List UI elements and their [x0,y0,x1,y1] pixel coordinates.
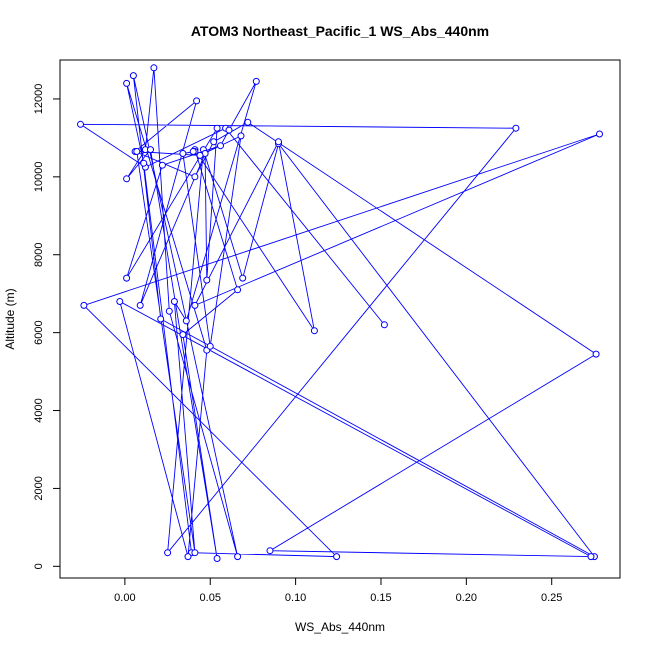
data-point [252,77,260,85]
data-point [210,138,218,146]
data-point [244,118,252,126]
data-point [196,151,204,159]
y-tick-label: 10000 [33,162,45,193]
data-point [213,555,221,562]
data-point [136,301,144,309]
data-point [77,120,84,128]
x-axis-label: WS_Abs_440nm [295,620,385,634]
x-tick-label: 0.20 [456,592,477,604]
data-point [165,307,173,315]
data-point [179,150,187,157]
x-tick-label: 0.00 [114,592,135,604]
data-point [123,175,131,183]
data-point [133,148,141,155]
data-point [157,315,165,323]
data-point [140,159,148,167]
data-point [189,148,197,155]
data-point [179,331,187,339]
data-point [170,298,178,305]
data-point [310,327,318,335]
x-tick-label: 0.10 [285,592,306,604]
data-point [191,301,199,309]
data-point [237,132,245,140]
data-point [592,350,600,358]
data-point [123,79,131,87]
data-point [275,138,282,146]
data-point [123,274,131,282]
data-point [129,72,137,80]
data-point [147,146,154,154]
data-point [234,286,242,294]
data-point [512,124,520,132]
data-point [184,553,192,561]
y-tick-label: 0 [33,563,45,569]
series-line [78,67,600,559]
series-layer [77,64,603,562]
y-tick-label: 6000 [33,320,45,344]
y-axis-label: Altitude (m) [3,288,17,349]
x-tick-label: 0.25 [541,592,562,604]
y-tick-label: 4000 [33,398,45,422]
data-point [217,142,224,150]
data-point [191,173,199,181]
data-point [182,317,190,325]
data-point [158,161,166,169]
y-axis: 0 2000 4000 6000 8000 10000 12000 [33,84,61,569]
data-point [213,124,221,132]
data-point [150,64,158,72]
data-point [193,97,201,105]
data-point [234,553,242,561]
x-tick-label: 0.15 [370,592,391,604]
x-axis: 0.00 0.05 0.10 0.15 0.20 0.25 [114,577,562,604]
data-point [164,549,172,557]
y-tick-label: 2000 [33,476,45,500]
y-tick-label: 12000 [33,84,45,115]
data-point [380,321,388,329]
plot-frame [59,59,621,579]
data-point [596,130,603,138]
data-point [80,301,88,309]
data-point [266,547,274,555]
data-point [116,298,124,305]
x-tick-label: 0.05 [200,592,221,604]
y-tick-label: 8000 [33,242,45,266]
data-point [333,553,341,561]
data-point [191,549,199,557]
data-point [239,274,247,282]
chart-title: ATOM3 Northeast_Pacific_1 WS_Abs_440nm [191,23,489,39]
data-point [587,553,595,561]
data-point [203,276,211,284]
data-point [206,342,214,350]
data-point [225,126,233,134]
